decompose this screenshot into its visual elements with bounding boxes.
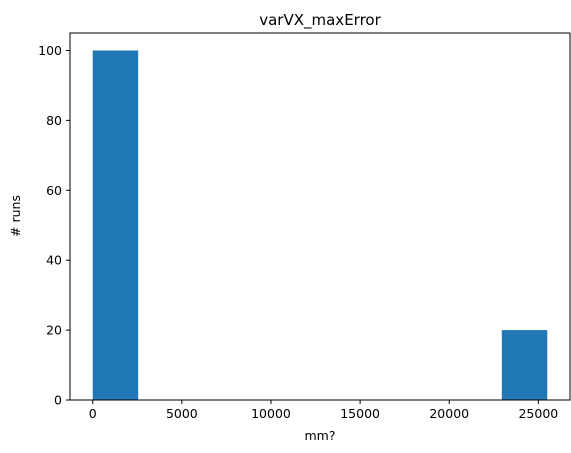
- bars-group: [92, 50, 548, 400]
- x-tick-label: 20000: [429, 406, 469, 421]
- y-tick-label: 100: [38, 43, 62, 58]
- x-axis-label: mm?: [305, 428, 336, 443]
- y-tick-label: 0: [54, 393, 62, 408]
- y-axis-ticks: 0 20 40 60 80 100: [38, 43, 70, 408]
- y-axis-label: # runs: [8, 195, 23, 237]
- histogram-bar-0: [92, 50, 139, 400]
- y-tick-label: 40: [46, 253, 62, 268]
- chart-title: varVX_maxError: [259, 11, 381, 30]
- plot-frame: [69, 32, 571, 401]
- x-tick-label: 10000: [251, 406, 291, 421]
- y-tick-label: 20: [46, 323, 62, 338]
- x-axis-ticks: 0 5000 10000 15000 20000 25000: [89, 400, 558, 421]
- x-tick-label: 25000: [518, 406, 558, 421]
- x-tick-label: 0: [89, 406, 97, 421]
- histogram-bar-9: [501, 330, 548, 400]
- y-tick-label: 60: [46, 183, 62, 198]
- x-tick-label: 5000: [166, 406, 198, 421]
- y-tick-label: 80: [46, 113, 62, 128]
- x-tick-label: 15000: [340, 406, 380, 421]
